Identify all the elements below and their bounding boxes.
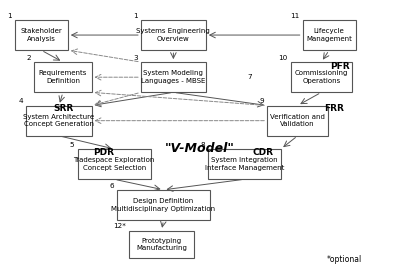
Text: 8: 8 bbox=[200, 142, 205, 148]
Text: 3: 3 bbox=[133, 55, 138, 61]
Text: 1: 1 bbox=[133, 13, 138, 19]
Text: 2: 2 bbox=[26, 55, 31, 61]
FancyBboxPatch shape bbox=[26, 105, 92, 136]
Text: 5: 5 bbox=[70, 142, 74, 148]
Text: System Integration
Interface Management: System Integration Interface Management bbox=[205, 157, 284, 171]
Text: System Modeling
Languages - MBSE: System Modeling Languages - MBSE bbox=[141, 70, 206, 84]
Text: Stakeholder
Analysis: Stakeholder Analysis bbox=[20, 28, 62, 42]
Text: "V-Model": "V-Model" bbox=[165, 143, 235, 155]
FancyBboxPatch shape bbox=[15, 20, 68, 50]
FancyBboxPatch shape bbox=[208, 149, 281, 179]
Text: CDR: CDR bbox=[253, 148, 274, 157]
Text: Requirements
Definition: Requirements Definition bbox=[39, 70, 87, 84]
FancyBboxPatch shape bbox=[117, 190, 210, 220]
Text: 1: 1 bbox=[7, 13, 12, 19]
Text: Lifecycle
Management: Lifecycle Management bbox=[306, 28, 352, 42]
FancyBboxPatch shape bbox=[141, 20, 206, 50]
Text: PFR: PFR bbox=[330, 62, 350, 70]
FancyBboxPatch shape bbox=[267, 105, 328, 136]
Text: 10: 10 bbox=[278, 55, 288, 61]
Text: 11: 11 bbox=[290, 13, 299, 19]
Text: Systems Engineering
Overview: Systems Engineering Overview bbox=[136, 28, 210, 42]
Text: 4: 4 bbox=[19, 98, 23, 104]
Text: SRR: SRR bbox=[54, 104, 74, 113]
Text: 6: 6 bbox=[109, 182, 114, 189]
Text: 9: 9 bbox=[259, 98, 264, 104]
Text: Design Definition
Multidisciplinary Optimization: Design Definition Multidisciplinary Opti… bbox=[112, 198, 216, 212]
Text: Prototyping
Manufacturing: Prototyping Manufacturing bbox=[136, 238, 187, 251]
FancyBboxPatch shape bbox=[302, 20, 356, 50]
Text: *optional: *optional bbox=[326, 255, 362, 264]
Text: FRR: FRR bbox=[324, 104, 344, 113]
Text: Verification and
Validation: Verification and Validation bbox=[270, 114, 325, 128]
FancyBboxPatch shape bbox=[34, 62, 92, 92]
Text: Tradespace Exploration
Concept Selection: Tradespace Exploration Concept Selection bbox=[74, 157, 155, 171]
FancyBboxPatch shape bbox=[291, 62, 352, 92]
Text: 7: 7 bbox=[247, 73, 252, 80]
Text: Commissioning
Operations: Commissioning Operations bbox=[295, 70, 348, 84]
FancyBboxPatch shape bbox=[141, 62, 206, 92]
Text: System Architecture
Concept Generation: System Architecture Concept Generation bbox=[24, 114, 94, 128]
Text: 12*: 12* bbox=[113, 223, 126, 229]
FancyBboxPatch shape bbox=[78, 149, 151, 179]
FancyBboxPatch shape bbox=[129, 231, 194, 258]
Text: PDR: PDR bbox=[93, 148, 114, 157]
